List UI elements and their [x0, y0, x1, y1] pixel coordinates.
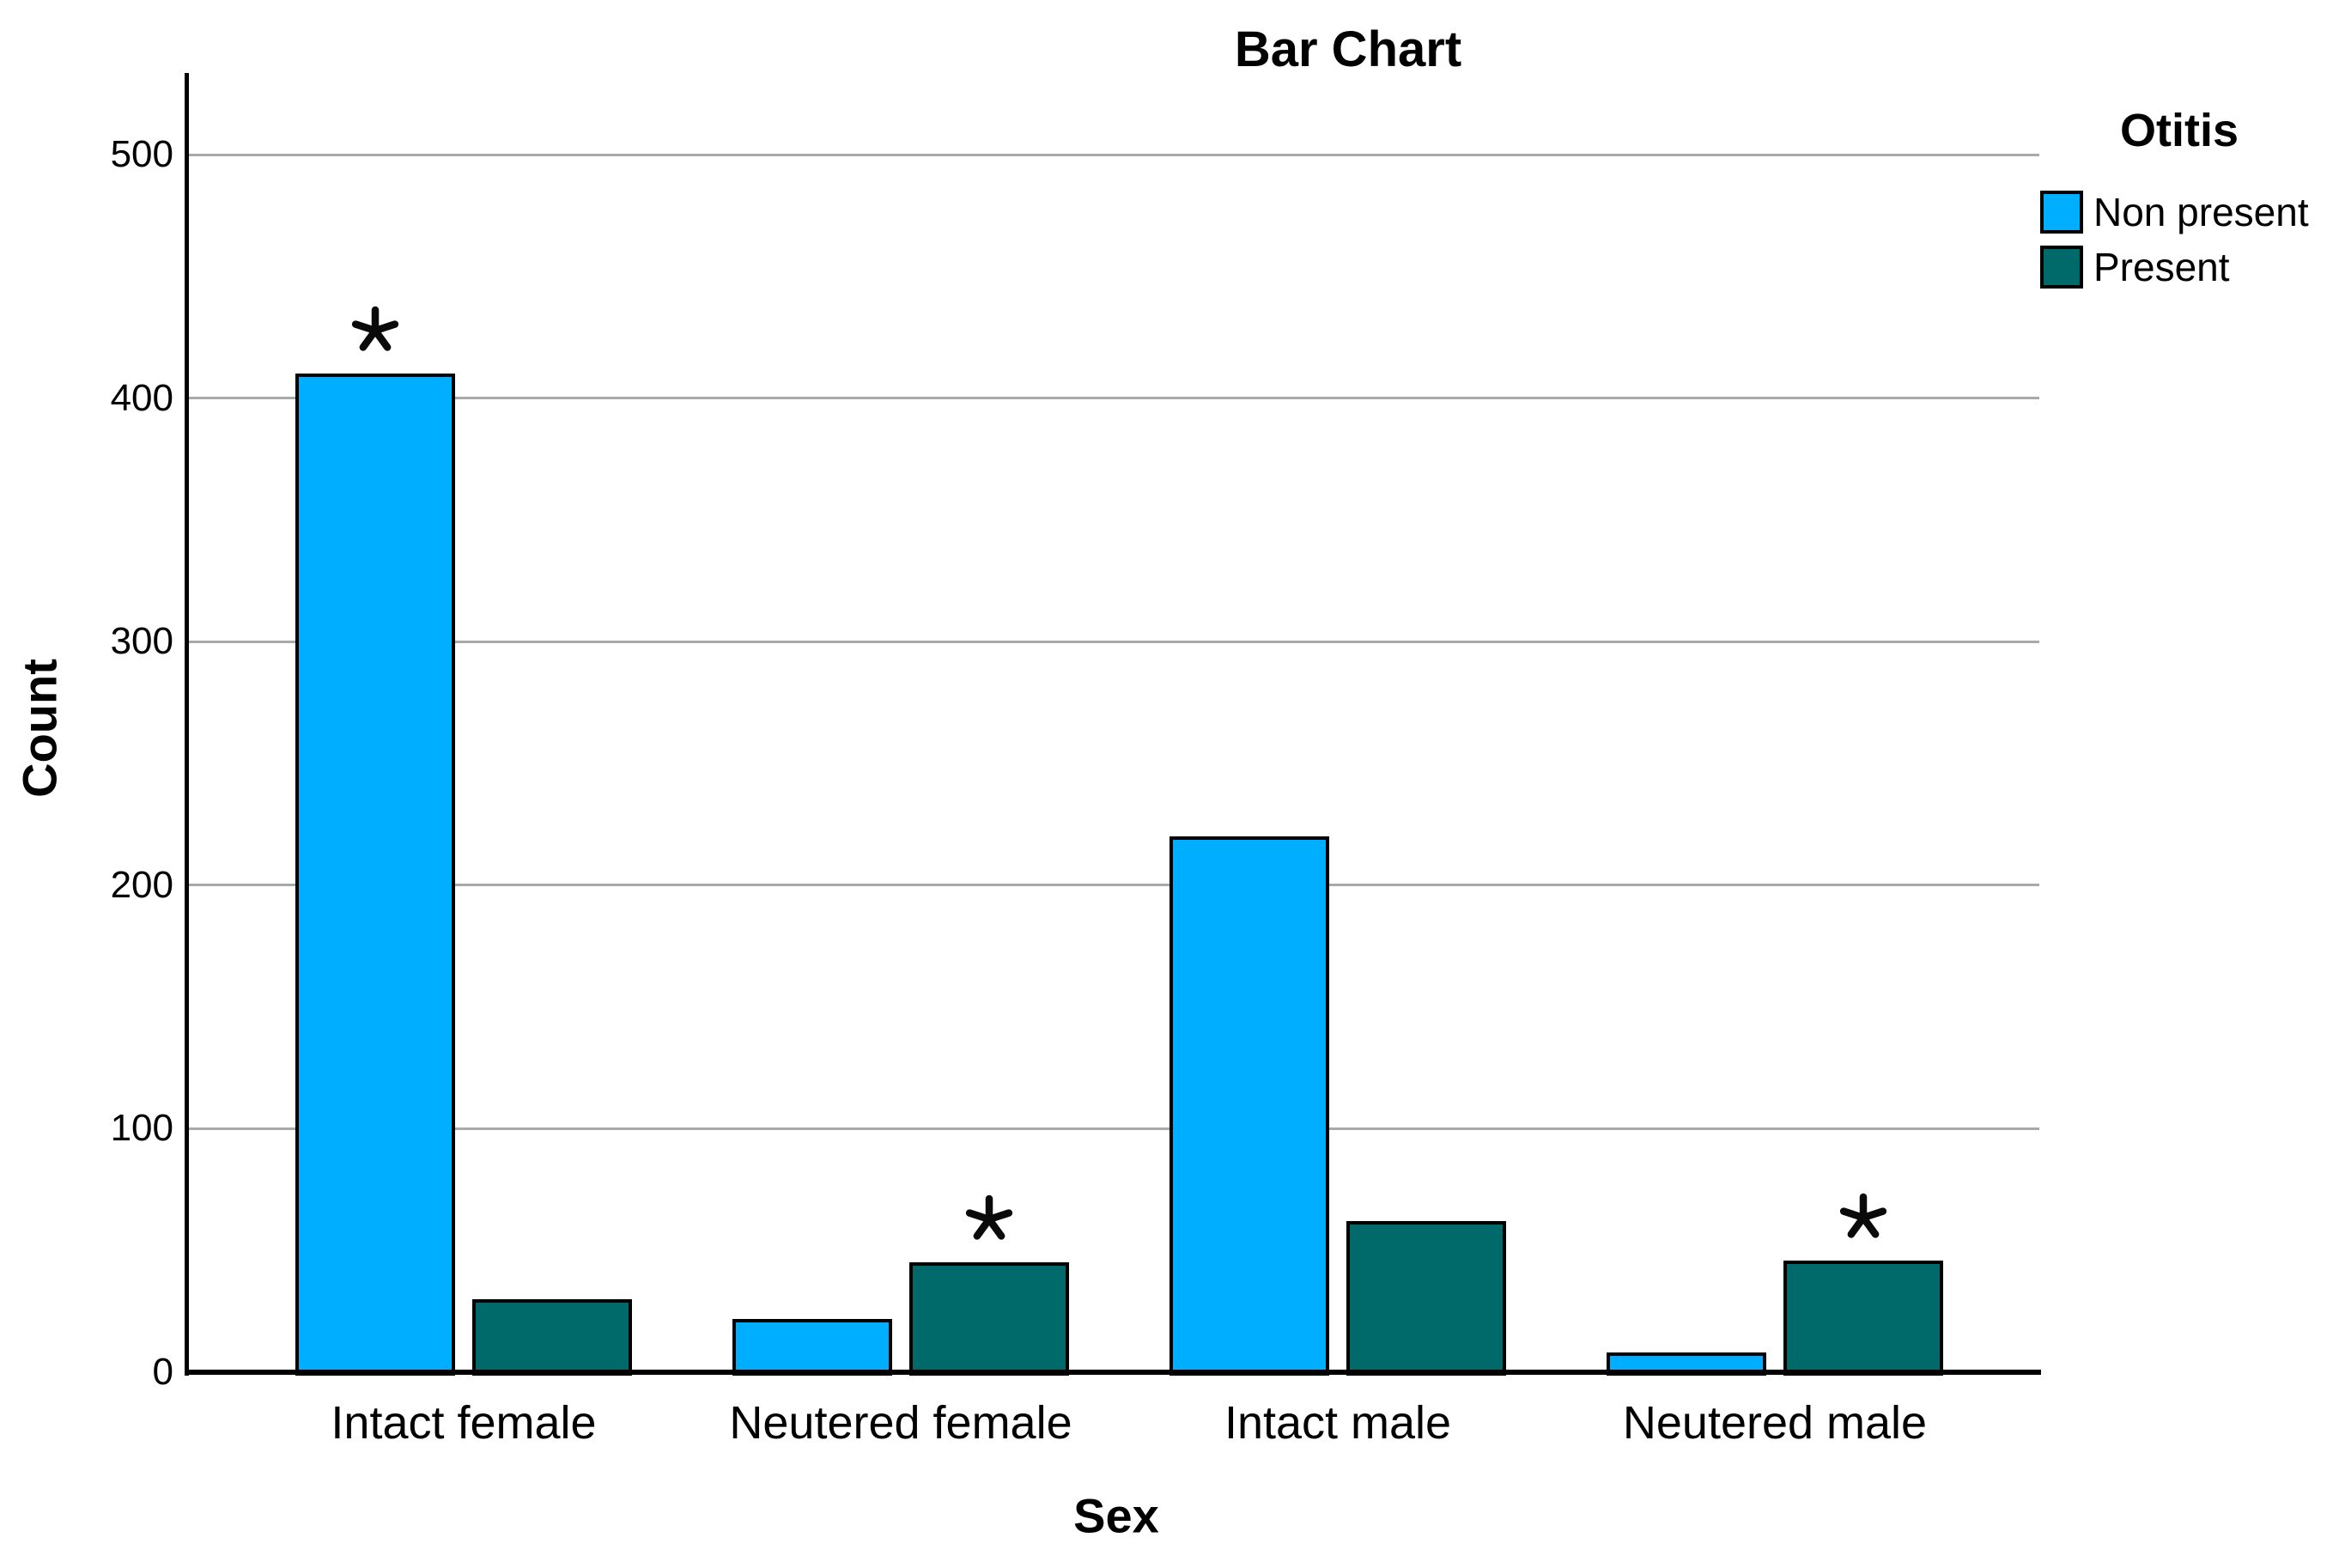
legend-label-present: Present	[2093, 245, 2230, 289]
significance-asterisk	[351, 306, 399, 351]
significance-asterisk	[1839, 1193, 1887, 1238]
category-label-neutered-female: Neutered female	[729, 1397, 1072, 1449]
y-tick-label-200: 200	[110, 863, 173, 906]
legend-swatch-non-present	[2040, 191, 2083, 234]
y-tick-label-400: 400	[110, 376, 173, 419]
y-axis-title: Count	[12, 659, 67, 798]
legend-label-non-present: Non present	[2093, 190, 2309, 234]
bar-present-neutered-female	[909, 1262, 1069, 1376]
y-tick-label-300: 300	[110, 620, 173, 663]
bar-present-intact-female	[472, 1299, 632, 1376]
gridline-200	[188, 884, 2039, 887]
category-label-intact-female: Intact female	[331, 1397, 597, 1449]
y-axis-line	[185, 73, 189, 1376]
gridline-400	[188, 397, 2039, 400]
gridline-100	[188, 1127, 2039, 1130]
chart-title: Bar Chart	[1234, 21, 1462, 77]
gridline-300	[188, 640, 2039, 643]
bar-non-present-intact-male	[1170, 836, 1329, 1376]
category-label-neutered-male: Neutered male	[1622, 1397, 1928, 1449]
significance-asterisk	[965, 1194, 1013, 1240]
x-axis-title: Sex	[1073, 1488, 1159, 1543]
y-tick-label-0: 0	[152, 1351, 173, 1393]
bar-present-neutered-male	[1783, 1261, 1943, 1376]
bar-non-present-intact-female	[295, 374, 455, 1376]
bar-present-intact-male	[1346, 1221, 1506, 1376]
bar-non-present-neutered-female	[732, 1319, 892, 1376]
gridline-500	[188, 153, 2039, 156]
x-axis-line	[185, 1370, 2041, 1375]
category-label-intact-male: Intact male	[1224, 1397, 1452, 1449]
legend-swatch-present	[2040, 246, 2083, 289]
legend-title: Otitis	[2119, 105, 2239, 156]
y-tick-label-500: 500	[110, 133, 173, 175]
y-tick-label-100: 100	[110, 1107, 173, 1150]
